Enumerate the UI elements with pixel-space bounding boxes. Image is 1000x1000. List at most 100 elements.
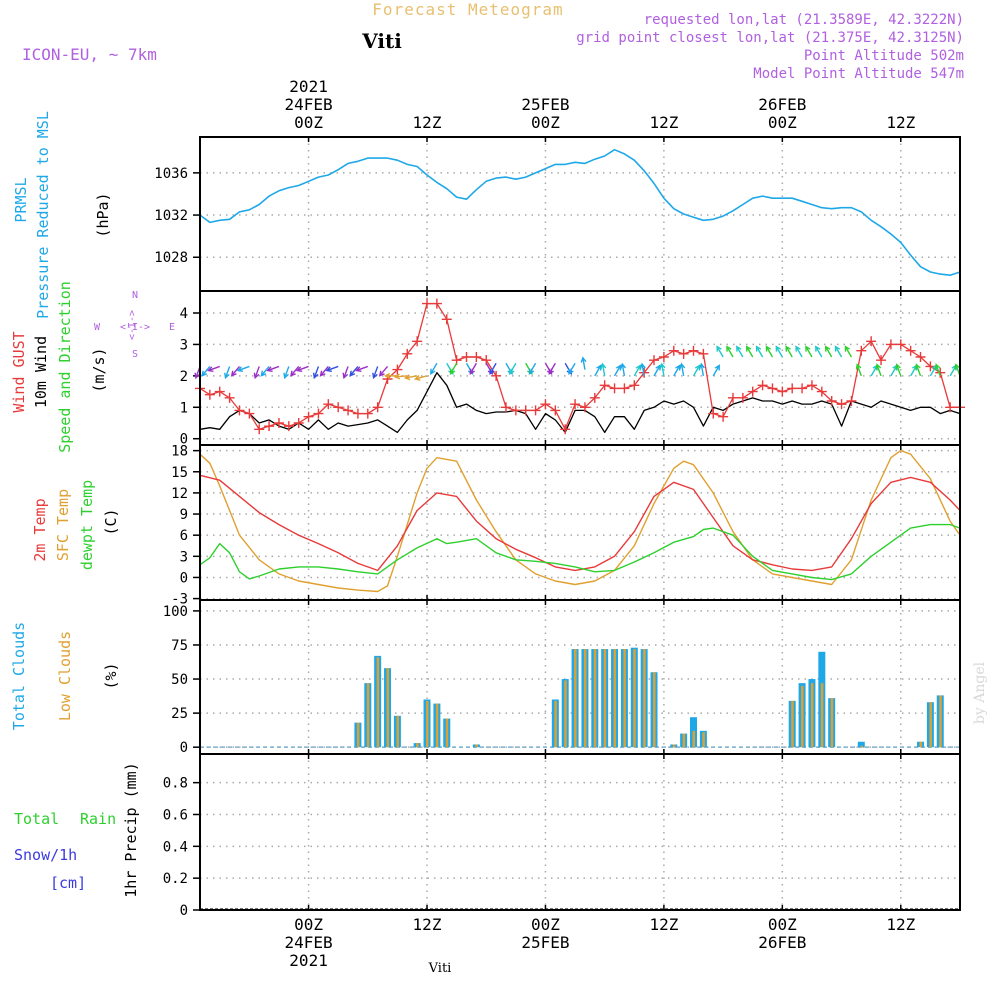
wind-direction-arrow — [469, 362, 477, 375]
gust-point — [579, 402, 590, 413]
low-cloud-bar — [396, 715, 399, 748]
low-cloud-bar — [583, 649, 587, 748]
gust-point — [797, 383, 808, 394]
wind-direction-arrow — [765, 345, 774, 358]
y-tick-label: 50 — [171, 672, 188, 688]
wind-direction-arrow — [934, 363, 941, 377]
wind-direction-arrow — [745, 345, 754, 358]
wind-direction-arrow — [679, 362, 686, 376]
wind-direction-arrow — [613, 364, 622, 377]
wind-direction-arrow — [393, 373, 408, 380]
low-cloud-bar — [426, 700, 429, 748]
time-label-bottom: 12Z — [649, 915, 678, 934]
temp-2m-label: 2m Temp — [31, 498, 49, 561]
gust-point — [836, 399, 847, 410]
gridlines — [200, 137, 960, 911]
wind-direction-arrow — [266, 365, 280, 372]
low-cloud-bar — [801, 685, 804, 748]
gust-point — [885, 339, 896, 350]
low-cloud-bar — [564, 680, 567, 748]
gust-point — [362, 408, 373, 419]
gust-point — [244, 408, 255, 419]
gust-point — [224, 392, 235, 403]
low-cloud-bar — [919, 741, 923, 748]
y-tick-label: 1 — [180, 400, 188, 416]
gust-point — [333, 402, 344, 413]
wind-direction-arrow — [414, 375, 428, 381]
time-label-bottom: 12Z — [413, 915, 442, 934]
y-tick-label: 0.8 — [163, 776, 188, 792]
gust-point — [392, 364, 403, 375]
wind-direction-arrow — [548, 362, 556, 375]
sfc-temp-label: SFC Temp — [54, 489, 72, 561]
low-cloud-bar — [939, 695, 942, 748]
station-title: Viti — [361, 29, 402, 53]
low-cloud-bar — [830, 698, 834, 748]
wind-direction-arrow — [319, 365, 329, 377]
wind-direction-arrow — [283, 366, 290, 380]
gust-point — [698, 348, 709, 359]
wind-direction-arrow — [620, 362, 627, 376]
gust-point — [826, 396, 837, 406]
gust-point — [550, 405, 561, 416]
total-cloud-bar — [857, 741, 865, 748]
wind-direction-arrow — [600, 362, 607, 376]
gust-point — [343, 405, 354, 416]
wind-gust-label: Wind GUST — [10, 331, 28, 412]
date-label-bottom: 25FEB — [521, 933, 569, 952]
gust-point — [737, 392, 748, 403]
y-tick-label: 0 — [180, 740, 188, 756]
model-label: ICON-EU, ~ 7km — [22, 45, 157, 64]
gust-point — [787, 383, 798, 394]
point-altitude: Point Altitude 502m — [804, 48, 964, 64]
y-tick-label: 0 — [180, 432, 188, 448]
wind-direction-arrow — [875, 363, 882, 377]
wind-10m-label: 10m Wind — [32, 336, 50, 408]
compass-vertical: <-I-> — [127, 310, 138, 340]
requested-coords: requested lon,lat (21.3589E, 42.3222N) — [644, 12, 964, 28]
gust-point — [806, 380, 817, 391]
gust-point — [402, 348, 413, 359]
gust-point — [767, 383, 778, 394]
wind-direction-arrow — [855, 363, 862, 377]
gust-point — [431, 298, 442, 309]
wind-direction-arrow — [528, 362, 537, 375]
wind-direction-arrow — [775, 345, 783, 358]
gust-point — [520, 405, 531, 416]
gust-point — [204, 389, 215, 400]
date-label-bottom: 26FEB — [758, 933, 806, 952]
temp-2m-line — [199, 474, 961, 572]
time-label-bottom: 00Z — [768, 915, 797, 934]
pressure-panel: 1028 1032 1036 — [154, 148, 961, 277]
y-tick-label: 2 — [180, 369, 188, 385]
y-tick-label: 3 — [180, 549, 188, 565]
low-cloud-bar — [416, 743, 419, 748]
gust-point — [935, 367, 946, 378]
y-tick-label: 75 — [171, 638, 188, 654]
y-tick-label: 0.4 — [163, 839, 188, 855]
time-label-top: 00Z — [768, 113, 797, 132]
wind-direction-arrow — [914, 363, 922, 377]
low-clouds-label: Low Clouds — [56, 631, 74, 721]
panel-frame — [199, 753, 961, 911]
low-cloud-bar — [643, 649, 646, 748]
wind-direction-arrow — [594, 364, 602, 377]
gust-point — [649, 355, 660, 366]
gust-point — [510, 405, 521, 416]
gust-point — [747, 386, 758, 397]
time-label-bottom: 00Z — [294, 915, 323, 934]
total-rain-label: Total — [14, 810, 59, 828]
panel-frame — [199, 136, 961, 292]
gust-point — [895, 339, 906, 350]
gust-point — [560, 424, 571, 435]
gust-point — [461, 352, 472, 362]
gust-point — [905, 345, 916, 356]
wind-direction-arrow — [639, 362, 646, 376]
wind-direction-arrow — [755, 345, 764, 358]
low-cloud-bar — [820, 683, 824, 748]
wind-direction-arrow — [580, 356, 587, 370]
gust-point — [412, 336, 423, 347]
gust-point — [214, 386, 225, 397]
gust-point — [471, 352, 482, 362]
wind-direction-arrow — [726, 345, 734, 358]
